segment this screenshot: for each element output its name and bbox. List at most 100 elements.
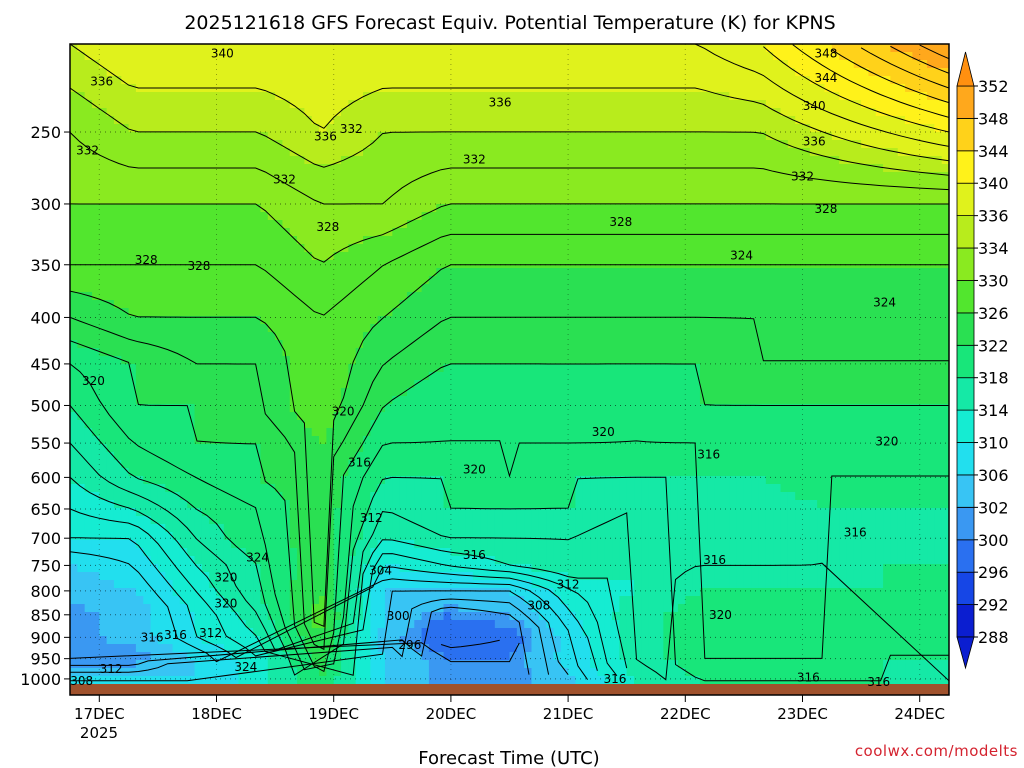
field-cell [179, 364, 188, 373]
field-cell [187, 140, 196, 149]
field-cell [436, 348, 445, 357]
field-cell [773, 292, 782, 301]
field-cell [839, 348, 848, 357]
field-cell [941, 276, 949, 285]
field-cell [135, 268, 144, 277]
field-cell [553, 228, 562, 237]
field-cell [531, 196, 540, 205]
field-cell [927, 308, 935, 317]
field-cell [201, 108, 210, 117]
field-cell [619, 124, 628, 133]
field-cell [165, 172, 174, 181]
field-cell [341, 372, 349, 381]
field-cell [751, 348, 760, 357]
field-cell [238, 356, 247, 365]
field-cell [121, 300, 130, 309]
field-cell [399, 276, 408, 285]
field-cell [509, 332, 518, 341]
field-cell [231, 364, 240, 373]
field-cell [773, 84, 782, 93]
field-cell [377, 244, 386, 253]
field-cell [157, 132, 166, 141]
field-cell [758, 268, 767, 277]
field-cell [516, 204, 525, 213]
field-cell [692, 132, 701, 141]
field-cell [187, 236, 196, 245]
field-cell [568, 100, 577, 109]
field-cell [421, 252, 430, 261]
field-cell [282, 44, 291, 53]
field-cell [304, 164, 313, 173]
field-cell [773, 204, 782, 213]
field-cell [626, 60, 635, 69]
field-cell [502, 92, 511, 101]
field-cell [421, 340, 430, 349]
field-cell [765, 228, 774, 237]
field-cell [421, 316, 430, 325]
field-cell [677, 364, 686, 373]
field-cell [77, 156, 86, 165]
field-cell [736, 348, 745, 357]
field-cell [341, 52, 349, 61]
field-cell [729, 108, 738, 117]
field-cell [612, 276, 620, 285]
field-cell [99, 340, 108, 349]
field-cell [494, 268, 503, 277]
field-cell [494, 244, 503, 253]
field-cell [875, 292, 884, 301]
field-cell [319, 300, 327, 309]
field-cell [150, 132, 159, 141]
field-cell [546, 108, 555, 117]
field-cell [428, 364, 437, 373]
field-cell [253, 372, 262, 381]
field-cell [604, 92, 613, 101]
field-cell [516, 268, 525, 277]
field-cell [465, 372, 474, 381]
field-cell [795, 300, 804, 309]
field-cell [245, 188, 254, 197]
field-cell [77, 180, 86, 189]
field-cell [179, 180, 188, 189]
field-cell [875, 172, 884, 181]
field-cell [201, 332, 210, 341]
field-cell [113, 148, 122, 157]
field-cell [443, 188, 452, 197]
field-cell [150, 220, 159, 229]
field-cell [568, 60, 577, 69]
field-cell [70, 228, 78, 237]
field-cell [311, 268, 320, 277]
field-cell [604, 60, 613, 69]
field-cell [509, 60, 518, 69]
field-cell [853, 252, 862, 261]
field-cell [99, 372, 108, 381]
field-cell [934, 332, 943, 341]
field-cell [626, 156, 635, 165]
field-cell [802, 196, 811, 205]
field-cell [428, 140, 437, 149]
field-cell [179, 228, 188, 237]
field-cell [721, 228, 730, 237]
field-cell [868, 84, 877, 93]
field-cell [590, 276, 598, 285]
field-cell [729, 356, 738, 365]
field-cell [795, 156, 804, 165]
field-cell [370, 364, 379, 373]
field-cell [905, 236, 913, 245]
field-cell [875, 276, 884, 285]
field-cell [905, 180, 913, 189]
field-cell [399, 68, 408, 77]
field-cell [465, 212, 474, 221]
field-cell [355, 164, 364, 173]
field-cell [282, 268, 291, 277]
field-cell [194, 132, 203, 141]
field-cell [209, 132, 218, 141]
field-cell [934, 364, 943, 373]
field-cell [494, 332, 503, 341]
field-cell [780, 124, 789, 133]
field-cell [897, 316, 906, 325]
field-cell [450, 52, 459, 61]
field-cell [179, 356, 188, 365]
field-cell [187, 220, 196, 229]
field-cell [187, 188, 196, 197]
field-cell [846, 44, 855, 53]
